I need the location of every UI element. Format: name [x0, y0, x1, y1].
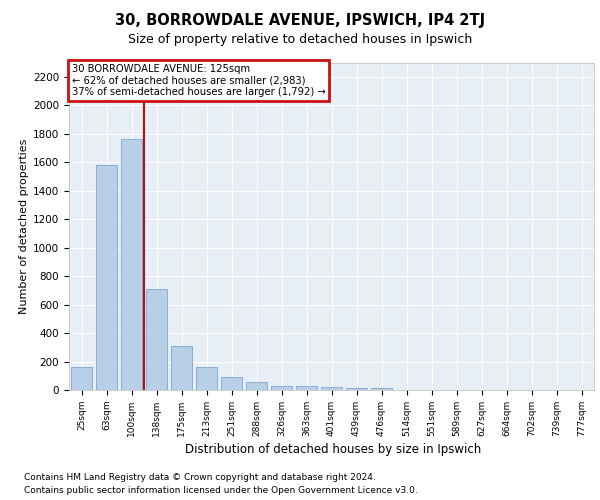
Text: 30, BORROWDALE AVENUE, IPSWICH, IP4 2TJ: 30, BORROWDALE AVENUE, IPSWICH, IP4 2TJ: [115, 12, 485, 28]
Text: 30 BORROWDALE AVENUE: 125sqm
← 62% of detached houses are smaller (2,983)
37% of: 30 BORROWDALE AVENUE: 125sqm ← 62% of de…: [71, 64, 325, 98]
Bar: [121, 140, 142, 390]
Bar: [221, 377, 242, 390]
Bar: [321, 387, 342, 390]
Bar: [371, 388, 392, 390]
Bar: [171, 346, 192, 390]
Text: Contains HM Land Registry data © Crown copyright and database right 2024.: Contains HM Land Registry data © Crown c…: [24, 472, 376, 482]
Text: Contains public sector information licensed under the Open Government Licence v3: Contains public sector information licen…: [24, 486, 418, 495]
Bar: [71, 367, 92, 390]
Bar: [96, 165, 117, 390]
Bar: [196, 367, 217, 390]
Text: Size of property relative to detached houses in Ipswich: Size of property relative to detached ho…: [128, 32, 472, 46]
Text: Distribution of detached houses by size in Ipswich: Distribution of detached houses by size …: [185, 442, 481, 456]
Bar: [246, 382, 267, 390]
Y-axis label: Number of detached properties: Number of detached properties: [19, 138, 29, 314]
Bar: [146, 289, 167, 390]
Bar: [346, 388, 367, 390]
Bar: [271, 386, 292, 390]
Bar: [296, 386, 317, 390]
